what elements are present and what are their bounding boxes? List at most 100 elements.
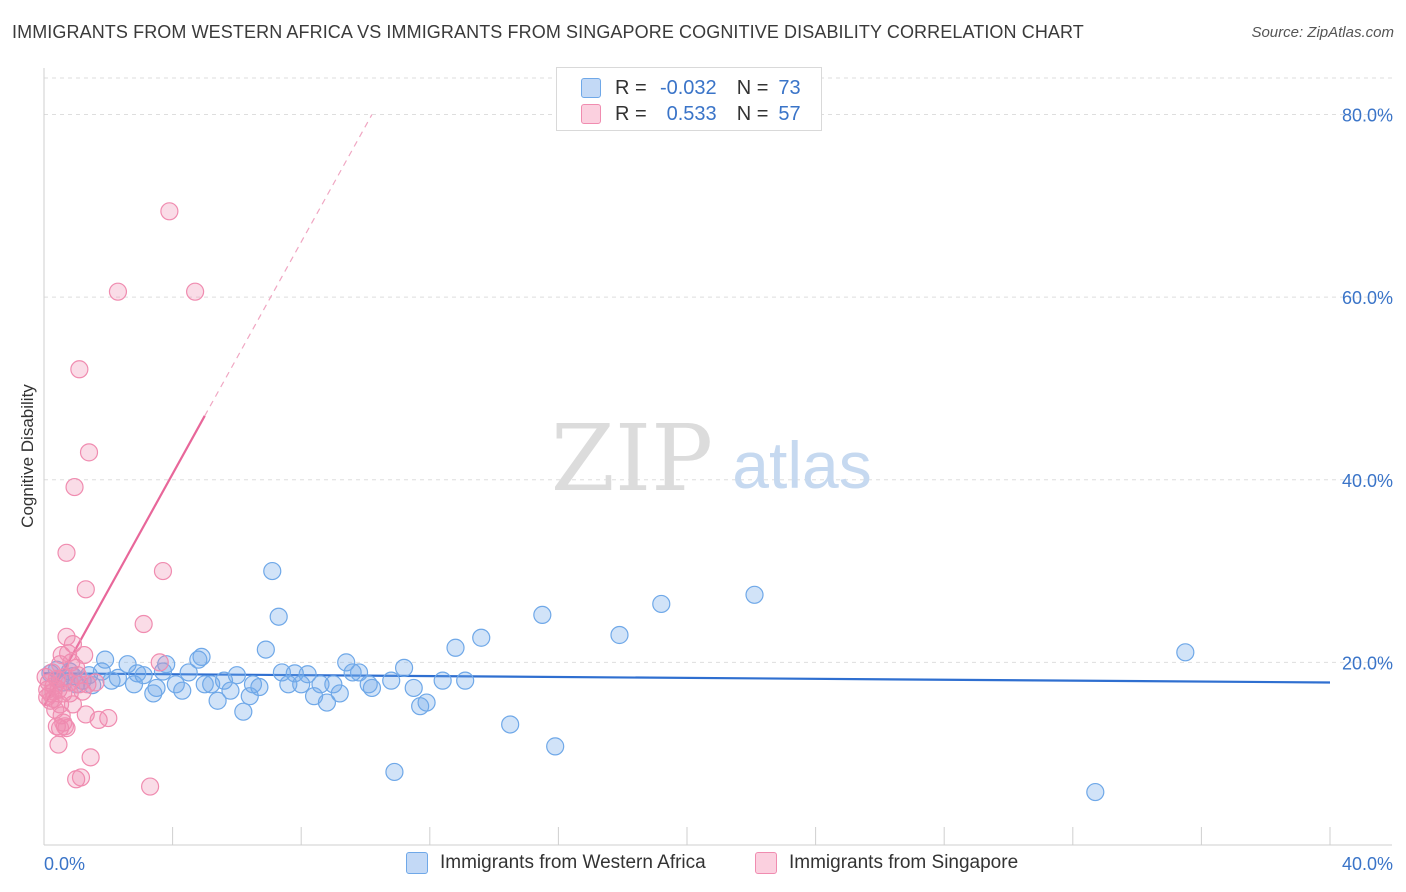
point-western-africa	[652, 594, 671, 614]
point-singapore	[49, 735, 68, 754]
point-singapore	[75, 645, 94, 665]
point-western-africa	[157, 655, 176, 674]
axes	[43, 68, 1392, 846]
legend-swatch-pink	[581, 104, 601, 124]
point-western-africa	[324, 675, 343, 694]
legend-r-value: 0.533	[666, 102, 717, 125]
point-singapore	[57, 543, 76, 562]
series-legend: Immigrants from Western Africa Immigrant…	[0, 852, 1406, 878]
stats-legend: R = -0.032 N = 73 R = 0.533 N = 57	[556, 67, 822, 131]
point-western-africa	[256, 640, 275, 659]
legend-r-label: R =	[615, 102, 647, 125]
point-western-africa	[501, 715, 520, 734]
point-western-africa	[208, 691, 227, 710]
point-western-africa	[446, 638, 465, 657]
point-western-africa	[472, 628, 491, 647]
point-western-africa	[108, 668, 128, 688]
legend-swatch-blue	[406, 852, 428, 874]
point-singapore	[63, 695, 83, 714]
point-western-africa	[385, 762, 404, 782]
point-singapore	[86, 673, 105, 692]
point-western-africa	[95, 650, 115, 669]
point-western-africa	[343, 663, 362, 682]
point-western-africa	[118, 655, 137, 674]
legend-r-label: R =	[615, 76, 647, 99]
data-points	[36, 202, 1195, 802]
point-western-africa	[92, 662, 111, 681]
point-western-africa	[227, 666, 246, 685]
point-western-africa	[610, 625, 629, 645]
point-western-africa	[173, 681, 192, 700]
legend-n-label: N =	[736, 76, 769, 99]
point-western-africa	[417, 693, 436, 712]
point-western-africa	[394, 658, 414, 677]
point-western-africa	[128, 664, 147, 683]
point-western-africa	[311, 675, 330, 694]
point-singapore	[68, 666, 87, 685]
legend-series-label: Immigrants from Singapore	[789, 852, 1019, 873]
point-western-africa	[745, 585, 764, 604]
point-western-africa	[263, 561, 282, 581]
point-western-africa	[362, 678, 382, 698]
point-singapore	[70, 360, 89, 379]
point-singapore	[134, 614, 153, 634]
legend-row-western-africa: R = -0.032 N = 73	[581, 76, 801, 100]
point-western-africa	[250, 677, 269, 697]
trend-line-singapore-extension	[204, 114, 373, 417]
point-western-africa	[144, 684, 163, 703]
y-tick-label: 80.0%	[1342, 106, 1393, 126]
point-singapore	[108, 282, 128, 301]
point-western-africa	[269, 607, 288, 626]
trend-line-western-africa	[43, 672, 1331, 684]
point-western-africa	[179, 663, 198, 682]
point-western-africa	[240, 687, 259, 706]
point-western-africa	[546, 737, 565, 756]
point-singapore	[81, 748, 100, 767]
legend-item-western-africa[interactable]: Immigrants from Western Africa	[406, 852, 706, 874]
legend-row-singapore: R = 0.533 N = 57	[581, 102, 801, 126]
grid-lines	[44, 77, 1392, 663]
chart-title: IMMIGRANTS FROM WESTERN AFRICA VS IMMIGR…	[12, 22, 1084, 42]
point-western-africa	[285, 664, 304, 683]
legend-r-value: -0.032	[659, 76, 717, 99]
point-western-africa	[349, 663, 369, 682]
point-singapore	[186, 282, 205, 301]
watermark-atlas: atlas	[732, 428, 871, 502]
watermark-zip: ZIP	[551, 405, 713, 512]
point-singapore	[153, 561, 173, 581]
point-western-africa	[192, 647, 211, 667]
point-western-africa	[330, 684, 349, 703]
x-tick-label: 0.0%	[44, 854, 85, 874]
point-singapore	[55, 717, 74, 736]
y-tick-label: 40.0%	[1342, 471, 1393, 491]
point-singapore	[63, 635, 83, 654]
x-tick-label: 40.0%	[1342, 854, 1393, 874]
point-western-africa	[292, 675, 311, 694]
point-singapore	[150, 653, 169, 672]
point-western-africa	[221, 681, 240, 700]
point-western-africa	[533, 605, 552, 625]
point-western-africa	[1086, 782, 1105, 802]
legend-item-singapore[interactable]: Immigrants from Singapore	[755, 852, 1018, 874]
point-western-africa	[279, 675, 298, 694]
point-western-africa	[298, 665, 317, 684]
legend-series-label: Immigrants from Western Africa	[440, 852, 706, 873]
point-singapore	[52, 645, 71, 665]
legend-n-value: 73	[778, 76, 801, 99]
y-tick-label: 20.0%	[1342, 653, 1393, 673]
point-western-africa	[234, 702, 253, 721]
point-western-africa	[124, 675, 144, 694]
legend-n-value: 57	[778, 102, 801, 125]
point-singapore	[71, 768, 91, 787]
legend-n-label: N =	[736, 102, 769, 125]
point-singapore	[99, 708, 118, 728]
y-tick-label: 60.0%	[1342, 288, 1393, 308]
point-western-africa	[382, 671, 401, 690]
trend-lines	[43, 114, 1331, 707]
legend-swatch-blue	[581, 78, 601, 98]
point-singapore	[44, 682, 63, 701]
point-western-africa	[1176, 643, 1195, 662]
tick-labels: 20.0% 40.0% 60.0% 80.0% 0.0% 40.0%	[44, 106, 1393, 874]
point-singapore	[79, 443, 99, 462]
